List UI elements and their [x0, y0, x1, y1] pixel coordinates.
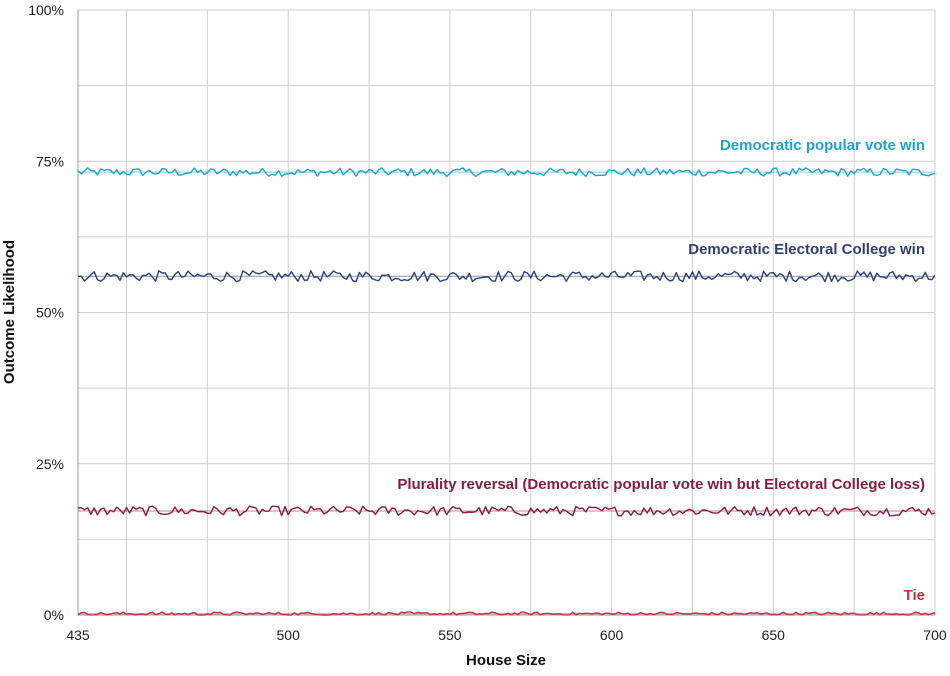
series-labels: Democratic popular vote win Democratic El… [397, 137, 925, 604]
x-tick-label: 600 [600, 627, 624, 643]
y-tick-label: 75% [36, 153, 64, 169]
y-axis-ticks: 0% 25% 50% 75% 100% [28, 2, 64, 623]
x-tick-label: 650 [762, 627, 786, 643]
series-line [77, 270, 936, 283]
y-tick-label: 100% [28, 2, 64, 18]
y-axis-title: Outcome Likelihood [1, 240, 18, 384]
x-tick-label: 500 [277, 627, 301, 643]
series-label: Democratic popular vote win [720, 137, 925, 154]
x-axis-ticks: 435 500 550 600 650 700 [66, 627, 947, 643]
series-lines [77, 167, 936, 616]
series-line [77, 505, 936, 517]
series-label: Plurality reversal (Democratic popular v… [397, 476, 925, 493]
y-tick-label: 50% [36, 305, 64, 321]
y-tick-label: 0% [44, 607, 64, 623]
series-label: Democratic Electoral College win [688, 241, 925, 258]
x-axis-title: House Size [466, 652, 546, 669]
y-tick-label: 25% [36, 456, 64, 472]
series-line [77, 611, 936, 616]
series-label: Tie [904, 587, 925, 604]
series-line [77, 167, 936, 178]
x-tick-label: 700 [923, 627, 947, 643]
x-tick-label: 435 [66, 627, 90, 643]
grid [77, 9, 936, 616]
x-tick-label: 550 [438, 627, 462, 643]
